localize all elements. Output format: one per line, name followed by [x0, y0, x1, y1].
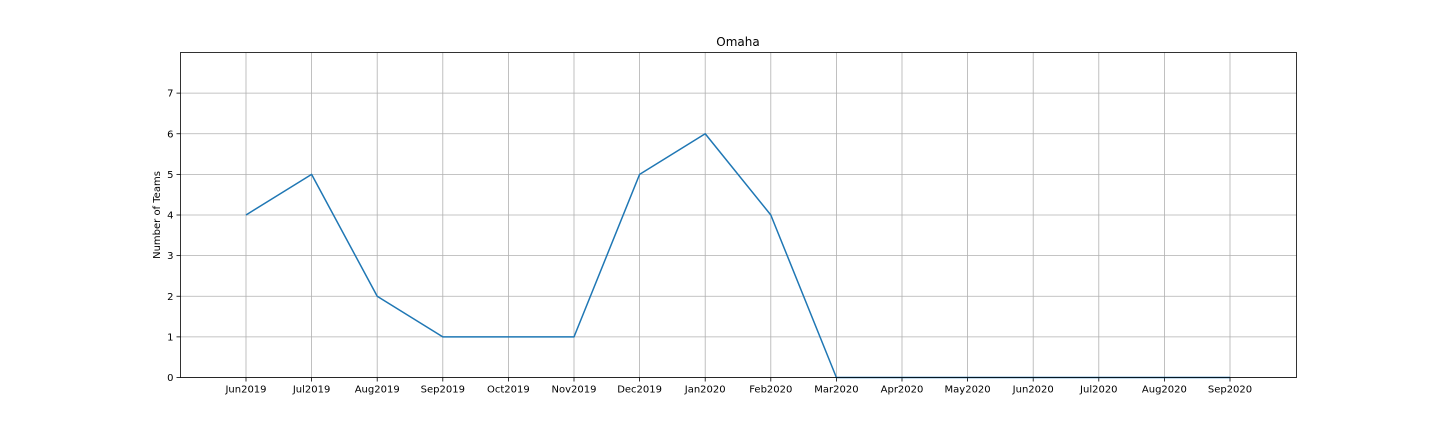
x-tick-label: Jun2019 — [224, 385, 266, 396]
tick-layer: Jun2019 Jul2019 Aug2019 Sep2019 Oct2019 Nov20… — [167, 89, 1252, 396]
plot-frame — [180, 52, 1297, 378]
x-tick-label: Aug2020 — [1142, 385, 1187, 396]
x-tick-label: Dec2019 — [617, 385, 662, 396]
x-tick-label: Jul2019 — [292, 385, 331, 396]
x-tick-label: Apr2020 — [881, 385, 924, 396]
y-tick-label: 6 — [167, 129, 173, 140]
x-tick-label: Mar2020 — [814, 385, 858, 396]
x-tick-label: Oct2019 — [487, 385, 530, 396]
x-tick-label: Aug2019 — [355, 385, 400, 396]
x-tick-label: May2020 — [945, 385, 991, 396]
x-tick-label: Feb2020 — [749, 385, 792, 396]
y-tick-label: 5 — [167, 170, 173, 181]
grid-layer — [180, 52, 1297, 378]
chart-title: Omaha — [716, 35, 759, 49]
y-tick-label: 2 — [167, 292, 173, 303]
y-tick-label: 4 — [167, 211, 173, 222]
x-tick-label: Nov2019 — [552, 385, 597, 396]
y-tick-label: 3 — [167, 251, 173, 262]
x-tick-label: Jan2020 — [684, 385, 726, 396]
y-tick-label: 1 — [167, 332, 173, 343]
y-tick-label: 0 — [167, 373, 173, 384]
x-tick-label: Sep2020 — [1208, 385, 1252, 396]
y-tick-label: 7 — [167, 89, 173, 100]
x-tick-label: Jun2020 — [1012, 385, 1054, 396]
x-tick-label: Jul2020 — [1079, 385, 1118, 396]
x-tick-label: Sep2019 — [421, 385, 465, 396]
y-axis-label: Number of Teams — [152, 171, 163, 259]
